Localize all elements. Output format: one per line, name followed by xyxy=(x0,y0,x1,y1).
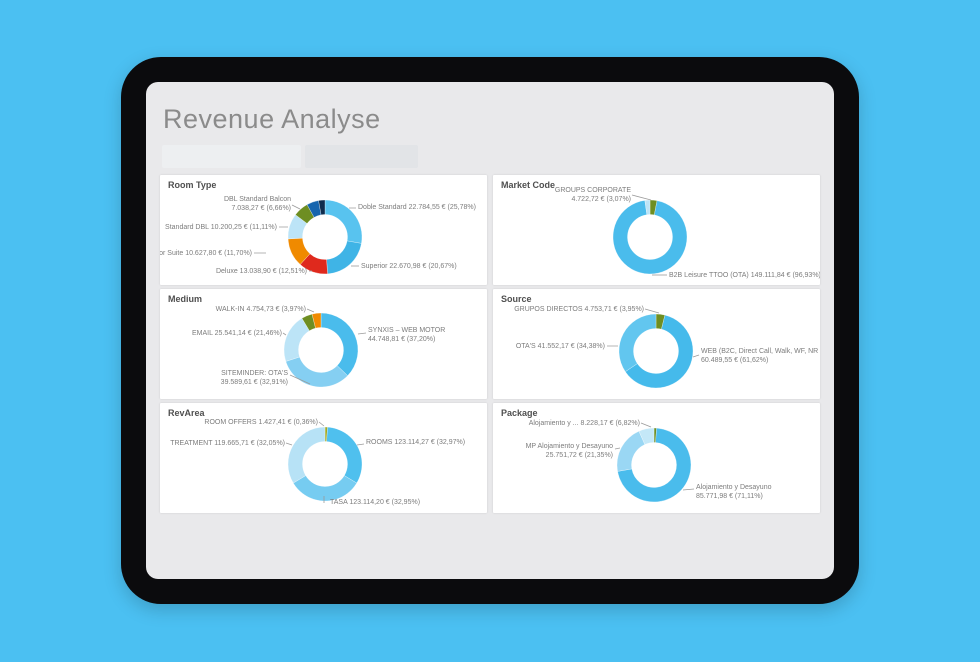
package-donut-chart[interactable] xyxy=(493,403,820,513)
slice-b2b-leisure-ttoo-ota[interactable] xyxy=(612,200,688,275)
data-label-superior-22-670-98-20-67: Superior 22.670,98 € (20,67%) xyxy=(361,263,457,270)
market-code-donut-chart[interactable] xyxy=(493,175,820,285)
medium-donut-chart[interactable] xyxy=(160,289,487,399)
callout-line xyxy=(306,308,315,313)
data-label-siteminder-ota-s: SITEMINDER: OTA'S 39.589,61 € (32,91%) xyxy=(220,370,288,386)
callout-line xyxy=(692,354,700,358)
data-label-web-b2c-direct-call-walk-wf-nr: WEB (B2C, Direct Call, Walk, WF, NR 60.48… xyxy=(701,348,819,364)
filter-slicer-2[interactable] xyxy=(305,145,418,168)
slice-siteminder-ota-s[interactable] xyxy=(285,356,348,388)
data-label-standard-dbl-10-200-25-11-11: Standard DBL 10.200,25 € (11,11%) xyxy=(165,224,277,231)
slice-other[interactable] xyxy=(311,312,322,329)
slice-ota-s[interactable] xyxy=(618,313,657,372)
slice-alojamiento-y[interactable] xyxy=(638,427,655,445)
data-label-tasa-123-114-20-32-95: TASA 123.114,20 € (32,95%) xyxy=(330,499,421,506)
callout-line xyxy=(644,308,660,314)
card-title: Source xyxy=(501,294,532,304)
card-title: Room Type xyxy=(168,180,217,190)
data-label-room-offers-1-427-41-0-36: ROOM OFFERS 1.427,41 € (0,36%) xyxy=(204,419,318,426)
slice-alojamiento-y-desayuno[interactable] xyxy=(617,427,692,503)
callout-line xyxy=(682,488,695,491)
data-label-email-25-541-14-21-46: EMAIL 25.541,14 € (21,46%) xyxy=(191,330,282,337)
data-label-b2b-leisure-ttoo-ota-149-111-84-96-93: B2B Leisure TTOO (OTA) 149.111,84 € (96,… xyxy=(669,272,820,279)
data-label-synxis-web-motor: SYNXIS – WEB MOTOR 44.748,81 € (37,20%) xyxy=(368,327,446,343)
callout-line xyxy=(356,443,365,446)
source-donut-chart[interactable] xyxy=(493,289,820,399)
filter-slicer-1[interactable] xyxy=(162,145,301,168)
callout-line xyxy=(282,332,287,336)
data-label-grupos-directos-4-753-71-3-95: GRUPOS DIRECTOS 4.753,71 € (3,95%) xyxy=(514,306,644,313)
data-label-doble-standard-22-784-55-25-78: Doble Standard 22.784,55 € (25,78%) xyxy=(358,204,476,211)
data-label-deluxe-13-038-90-12-51: Deluxe 13.038,90 € (12,51%) xyxy=(215,268,307,275)
slice-other[interactable] xyxy=(644,199,651,215)
card-title: RevArea xyxy=(168,408,205,418)
data-label-dbl-standard-balcon: DBL Standard Balcon 7.038,27 € (6,66%) xyxy=(223,196,291,212)
revarea-donut-chart[interactable] xyxy=(160,403,487,513)
data-label-groups-corporate: GROUPS CORPORATE 4.722,72 € (3,07%) xyxy=(554,187,631,203)
data-label-alojamiento-y-desayuno: Alojamiento y Desayuno 85.771,98 € (71,11… xyxy=(696,484,772,500)
callout-line xyxy=(285,442,293,446)
callout-line xyxy=(614,447,621,450)
slice-synxis-web-motor[interactable] xyxy=(320,312,359,376)
dashboard-screen: Revenue Analyse Room Type DBL Standard B… xyxy=(146,82,834,579)
slice-doble-standard[interactable] xyxy=(324,199,363,244)
data-label-walk-in-4-754-73-3-97: WALK-IN 4.754,73 € (3,97%) xyxy=(215,306,306,313)
card-source: Source GRUPOS DIRECTOS 4.753,71 € (3,95%… xyxy=(493,289,820,399)
callout-line xyxy=(318,421,325,427)
data-label-treatment-119-665-71-32-05: TREATMENT 119.665,71 € (32,05%) xyxy=(170,440,285,447)
slice-email[interactable] xyxy=(283,318,310,362)
callout-line xyxy=(357,332,367,335)
card-market-code: Market Code GROUPS CORPORATE 4.722,72 € (… xyxy=(493,175,820,285)
data-label-alojamiento-y-8-228-17-6-82: Alojamiento y ... 8.228,17 € (6,82%) xyxy=(528,420,640,427)
callout-line xyxy=(640,422,652,428)
slice-treatment[interactable] xyxy=(287,426,326,484)
callout-line xyxy=(631,194,652,201)
card-title: Package xyxy=(501,408,538,418)
data-label-mp-alojamiento-y-desayuno: MP Alojamiento y Desayuno 25.751,72 € (21… xyxy=(525,443,613,459)
room-type-donut-chart[interactable] xyxy=(160,175,487,285)
card-room-type: Room Type DBL Standard Balcon 7.038,27 € … xyxy=(160,175,487,285)
callout-line xyxy=(289,374,311,385)
data-label-rooms-123-114-27-32-97: ROOMS 123.114,27 € (32,97%) xyxy=(366,439,466,446)
card-title: Medium xyxy=(168,294,203,304)
card-medium: Medium WALK-IN 4.754,73 € (3,97%) EMAIL 2… xyxy=(160,289,487,399)
data-label-ota-s-41-552-17-34-38: OTA'S 41.552,17 € (34,38%) xyxy=(515,343,605,350)
data-label-junior-suite-10-627-80-11-70: Junior Suite 10.627,80 € (11,70%) xyxy=(160,250,252,257)
slice-rooms[interactable] xyxy=(326,426,363,484)
tablet-frame: Revenue Analyse Room Type DBL Standard B… xyxy=(121,57,859,604)
slice-mp-alojamiento-y-desayuno[interactable] xyxy=(616,431,646,472)
page-title: Revenue Analyse xyxy=(163,104,381,134)
slice-superior[interactable] xyxy=(326,240,362,275)
card-package: Package Alojamiento y ... 8.228,17 € (6,… xyxy=(493,403,820,513)
callout-line xyxy=(291,204,301,210)
card-title: Market Code xyxy=(501,180,556,190)
charts-grid: Room Type DBL Standard Balcon 7.038,27 € … xyxy=(160,175,820,513)
card-revarea: RevArea ROOM OFFERS 1.427,41 € (0,36%) TR… xyxy=(160,403,487,513)
slice-other-2[interactable] xyxy=(318,199,326,216)
